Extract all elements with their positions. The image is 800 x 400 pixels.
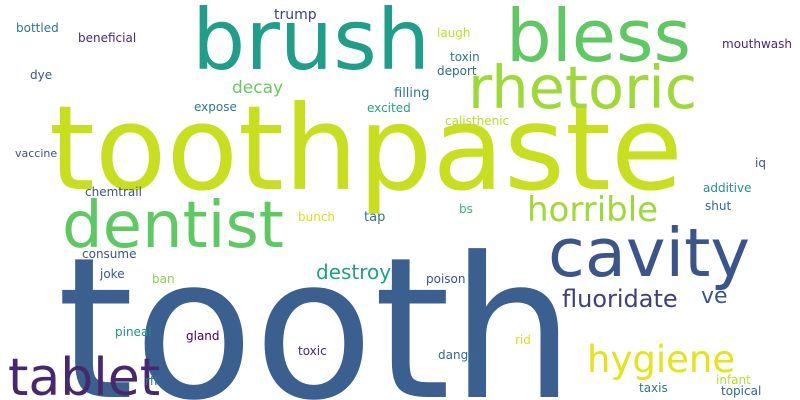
word: toxin <box>450 50 480 64</box>
word: joke <box>100 267 125 281</box>
word: tooth <box>57 216 575 400</box>
word: filling <box>394 86 430 101</box>
word: excited <box>367 101 411 115</box>
word: bottled <box>16 21 59 35</box>
word: bs <box>459 202 473 216</box>
word: dye <box>30 68 53 82</box>
word: topical <box>721 384 762 398</box>
word: mouthwash <box>722 37 792 51</box>
word: rid <box>515 333 531 347</box>
word: beneficial <box>78 31 137 45</box>
word: shut <box>705 199 732 213</box>
word: tablet <box>8 348 161 400</box>
word: ve <box>701 284 728 309</box>
word: additive <box>703 181 752 195</box>
word: destroy <box>316 260 392 284</box>
word: iq <box>755 156 766 170</box>
word: brush <box>192 0 431 89</box>
word: bless <box>506 0 692 78</box>
word: horrible <box>527 190 659 230</box>
word: deport <box>437 64 477 78</box>
word: pineal <box>115 325 152 339</box>
word: calisthenic <box>445 114 510 128</box>
word: laugh <box>437 26 471 40</box>
word: bunch <box>298 210 336 224</box>
word: cavity <box>548 214 751 292</box>
word: toothpaste <box>49 80 683 217</box>
word: decay <box>232 78 284 98</box>
word: ban <box>152 272 175 286</box>
word: trump <box>274 7 317 23</box>
word: poison <box>426 272 466 286</box>
word: rhetoric <box>468 53 698 122</box>
word: dentist <box>62 189 284 263</box>
word: toxic <box>298 344 327 358</box>
word: fluoridate <box>562 285 678 313</box>
word: consume <box>82 247 137 261</box>
word: infant <box>716 373 751 387</box>
word: chemtrail <box>85 185 142 199</box>
word: rfk <box>145 374 162 388</box>
word: danger <box>438 348 481 362</box>
word: vaccine <box>15 147 58 160</box>
word: tap <box>364 210 386 225</box>
word: hygiene <box>587 338 736 381</box>
word: taxis <box>639 381 668 395</box>
word: expose <box>194 100 237 114</box>
word: gland <box>186 329 220 343</box>
